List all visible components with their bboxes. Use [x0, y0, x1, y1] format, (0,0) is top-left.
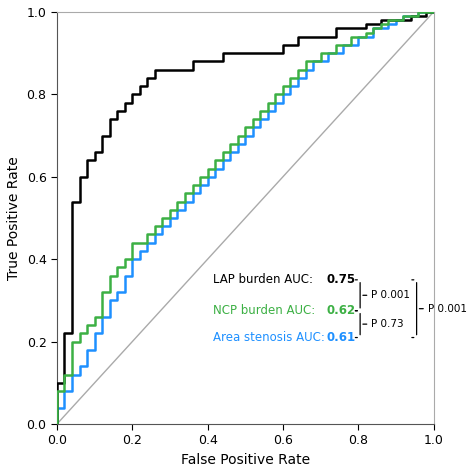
X-axis label: False Positive Rate: False Positive Rate [181, 453, 310, 467]
Text: 0.62: 0.62 [326, 304, 356, 317]
Text: NCP burden AUC:: NCP burden AUC: [213, 304, 316, 317]
Text: P 0.001: P 0.001 [428, 304, 467, 314]
Text: 0.61: 0.61 [326, 331, 356, 344]
Text: 0.75: 0.75 [326, 273, 356, 286]
Text: LAP burden AUC:: LAP burden AUC: [213, 273, 313, 286]
Text: Area stenosis AUC:: Area stenosis AUC: [213, 331, 325, 344]
Y-axis label: True Positive Rate: True Positive Rate [7, 156, 21, 280]
Text: P 0.73: P 0.73 [372, 319, 404, 329]
Text: P 0.001: P 0.001 [372, 290, 410, 301]
